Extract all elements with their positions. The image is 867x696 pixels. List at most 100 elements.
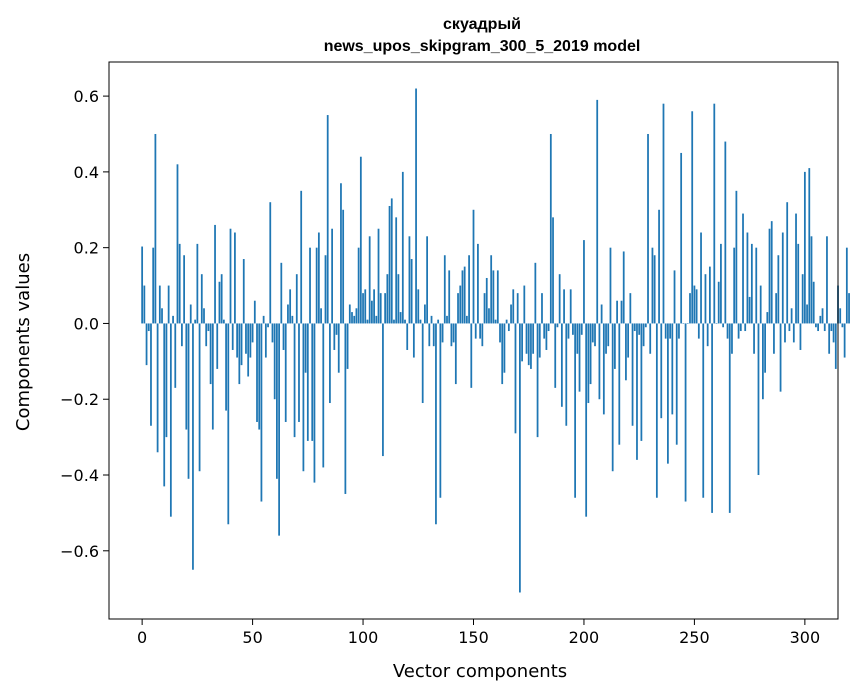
bar (207, 323, 210, 332)
bar (317, 232, 320, 324)
bar (845, 247, 848, 324)
bar (287, 304, 289, 324)
y-tick-label: −0.6 (60, 542, 99, 561)
bar (457, 293, 459, 324)
bar (580, 323, 583, 335)
bar (437, 319, 440, 324)
bar (163, 323, 166, 487)
bar (357, 247, 360, 324)
bar (773, 323, 775, 354)
bar (404, 319, 406, 324)
bar (739, 323, 742, 332)
bar (695, 289, 698, 324)
bar (178, 243, 181, 324)
bar (496, 270, 499, 324)
bar (353, 315, 356, 324)
bar (406, 323, 409, 350)
x-axis-label: Vector components (393, 661, 567, 682)
bar (585, 323, 588, 517)
bar (801, 274, 804, 324)
bar (609, 247, 612, 324)
bar (700, 232, 702, 324)
bar (218, 281, 221, 324)
bar (291, 315, 294, 324)
bar (777, 255, 780, 324)
bar (596, 99, 599, 324)
bar (249, 323, 252, 358)
bar (165, 323, 168, 438)
bar (253, 300, 256, 324)
bar (755, 247, 758, 324)
bar (315, 247, 318, 324)
bar (519, 323, 521, 593)
bar (150, 323, 152, 426)
bar (435, 323, 437, 525)
bar (251, 323, 254, 343)
bar (558, 274, 561, 324)
bar (697, 323, 700, 339)
bar (465, 315, 468, 324)
bar (388, 205, 391, 324)
bar (393, 319, 395, 324)
bar (379, 293, 382, 324)
bar (572, 323, 574, 335)
bar (169, 323, 172, 517)
bar (843, 323, 846, 358)
bar (806, 304, 808, 324)
y-tick-label: 0.4 (74, 163, 99, 182)
bar (812, 281, 815, 324)
bar (463, 266, 466, 324)
bar (320, 308, 322, 324)
bar (784, 323, 786, 343)
bar (684, 323, 687, 502)
y-tick-label: 0.0 (74, 314, 99, 333)
bar (443, 255, 446, 324)
bar (552, 217, 554, 324)
bar (673, 270, 676, 324)
y-tick-label: −0.4 (60, 466, 99, 485)
bar-series (141, 88, 850, 593)
bar (611, 323, 614, 472)
bar (214, 224, 216, 324)
bar (799, 323, 802, 350)
bar (145, 323, 148, 366)
bar (298, 323, 300, 422)
bar (205, 323, 208, 347)
bar (227, 323, 230, 525)
bar (344, 323, 347, 494)
bar (432, 323, 435, 347)
bar (450, 323, 453, 347)
bar (779, 323, 782, 392)
bar (762, 323, 764, 400)
bar (591, 323, 594, 343)
bar (797, 243, 800, 324)
bar (488, 308, 490, 324)
bar (713, 103, 716, 324)
bar (549, 133, 552, 324)
bar (242, 259, 245, 324)
bar (337, 323, 340, 373)
bar (788, 323, 791, 332)
bar (371, 300, 373, 324)
bar (841, 323, 844, 328)
bar (768, 228, 771, 324)
bar (424, 304, 426, 324)
bar (803, 171, 806, 324)
bar (346, 323, 349, 369)
bar (704, 274, 707, 324)
bar (154, 133, 157, 324)
bar (629, 293, 632, 324)
bar (644, 323, 647, 328)
bar (702, 323, 705, 498)
bar (340, 183, 342, 324)
bar (602, 323, 605, 415)
bar (503, 323, 506, 373)
bar (720, 243, 722, 324)
bar (499, 323, 501, 343)
bar (543, 323, 546, 339)
bar (313, 323, 316, 483)
bar (158, 285, 161, 324)
bar (247, 323, 250, 377)
bar (556, 323, 559, 328)
bar (527, 323, 530, 366)
